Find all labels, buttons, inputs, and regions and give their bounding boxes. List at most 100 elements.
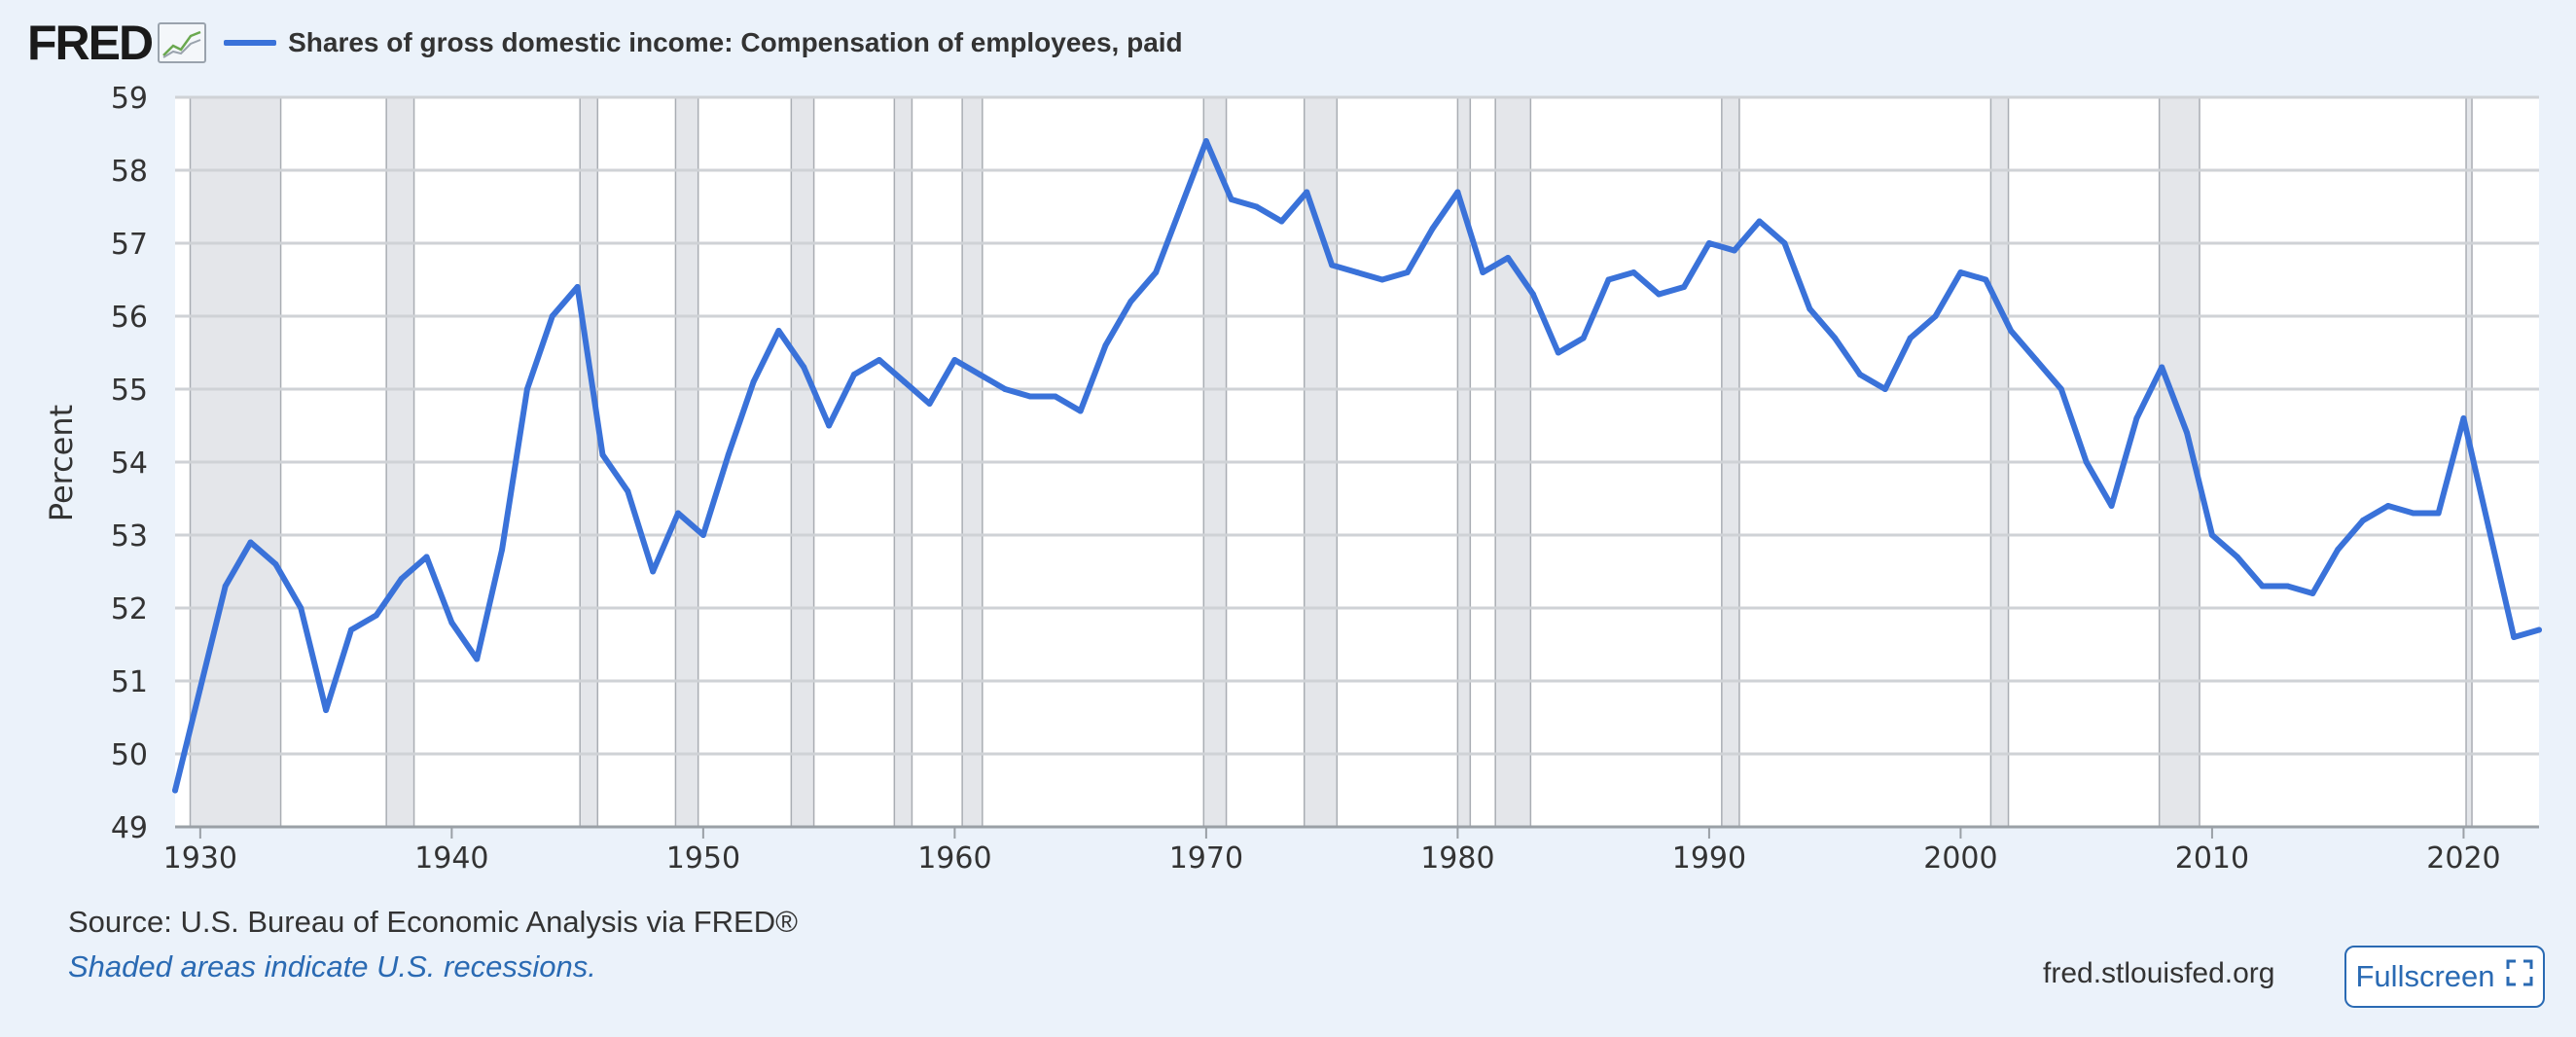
site-url[interactable]: fred.stlouisfed.org <box>2043 957 2275 989</box>
data-point[interactable] <box>197 685 203 692</box>
data-point[interactable] <box>2032 357 2039 363</box>
data-point[interactable] <box>1705 240 1712 246</box>
data-point[interactable] <box>1127 299 1134 304</box>
data-point[interactable] <box>1832 335 1839 341</box>
data-point[interactable] <box>725 451 732 458</box>
fred-logo[interactable]: FRED <box>27 16 154 70</box>
data-point[interactable] <box>1807 305 1813 312</box>
data-point[interactable] <box>1304 189 1310 196</box>
data-point[interactable] <box>1907 335 1914 341</box>
data-point[interactable] <box>2108 503 2115 509</box>
data-point[interactable] <box>901 378 908 385</box>
data-point[interactable] <box>474 656 481 662</box>
data-point[interactable] <box>2360 518 2367 523</box>
data-point[interactable] <box>1429 226 1436 232</box>
data-point[interactable] <box>1505 255 1512 261</box>
data-point[interactable] <box>1329 262 1336 268</box>
data-point[interactable] <box>1202 138 1209 144</box>
data-point[interactable] <box>247 539 254 546</box>
data-point[interactable] <box>2259 583 2266 590</box>
data-point[interactable] <box>977 372 984 377</box>
data-point[interactable] <box>1857 372 1864 377</box>
data-point[interactable] <box>1731 247 1737 254</box>
data-point[interactable] <box>423 554 430 560</box>
data-point[interactable] <box>850 372 857 377</box>
data-point[interactable] <box>298 605 304 611</box>
data-point[interactable] <box>1529 291 1536 298</box>
data-point[interactable] <box>1354 269 1360 275</box>
data-point[interactable] <box>549 313 555 319</box>
data-point[interactable] <box>801 364 807 371</box>
data-point[interactable] <box>347 626 354 633</box>
data-point[interactable] <box>675 510 682 517</box>
data-point[interactable] <box>1077 408 1084 414</box>
data-point[interactable] <box>1454 189 1461 196</box>
data-point[interactable] <box>1983 276 1989 283</box>
data-point[interactable] <box>2435 510 2442 517</box>
data-point[interactable] <box>448 620 455 626</box>
data-point[interactable] <box>1781 240 1788 246</box>
fullscreen-button[interactable]: Fullscreen <box>2344 946 2545 1008</box>
data-point[interactable] <box>1580 335 1587 341</box>
data-point[interactable] <box>172 787 178 794</box>
data-point[interactable] <box>222 583 229 590</box>
data-point[interactable] <box>1881 386 1888 392</box>
data-point[interactable] <box>523 386 530 392</box>
data-point[interactable] <box>574 284 581 290</box>
data-point[interactable] <box>2536 626 2542 633</box>
data-point[interactable] <box>1228 197 1234 202</box>
data-point[interactable] <box>625 488 631 494</box>
data-point[interactable] <box>2083 459 2090 465</box>
data-point[interactable] <box>876 357 882 363</box>
data-point[interactable] <box>1278 218 1285 225</box>
data-point[interactable] <box>1756 218 1763 225</box>
data-point[interactable] <box>1681 284 1688 290</box>
data-point[interactable] <box>1026 393 1033 400</box>
data-point[interactable] <box>1932 313 1939 319</box>
data-point[interactable] <box>2460 415 2467 421</box>
data-point[interactable] <box>775 328 782 334</box>
data-point[interactable] <box>926 401 933 407</box>
data-point[interactable] <box>2511 634 2518 640</box>
data-point[interactable] <box>1404 269 1411 275</box>
data-point[interactable] <box>1378 276 1385 283</box>
data-point[interactable] <box>1153 269 1160 275</box>
series-title[interactable]: Shares of gross domestic income: Compens… <box>288 27 1183 57</box>
data-point[interactable] <box>2284 583 2291 590</box>
data-point[interactable] <box>272 561 279 567</box>
data-point[interactable] <box>2234 554 2240 560</box>
data-point[interactable] <box>1102 342 1109 348</box>
data-point[interactable] <box>1253 203 1260 210</box>
data-point[interactable] <box>1656 291 1663 298</box>
data-point[interactable] <box>699 532 706 538</box>
data-point[interactable] <box>599 451 606 458</box>
data-point[interactable] <box>2410 510 2416 517</box>
data-point[interactable] <box>2208 532 2215 538</box>
data-point[interactable] <box>1178 203 1185 210</box>
data-point[interactable] <box>2184 430 2191 436</box>
data-point[interactable] <box>398 576 405 582</box>
data-point[interactable] <box>2159 364 2165 371</box>
data-point[interactable] <box>1555 349 1561 356</box>
data-point[interactable] <box>2133 415 2140 421</box>
data-point[interactable] <box>1002 386 1009 392</box>
data-point[interactable] <box>1052 393 1058 400</box>
data-point[interactable] <box>2384 503 2391 509</box>
data-point[interactable] <box>650 568 657 575</box>
data-point[interactable] <box>499 547 506 553</box>
data-point[interactable] <box>2486 524 2492 531</box>
data-point[interactable] <box>2057 386 2064 392</box>
data-point[interactable] <box>1957 269 1964 275</box>
series-layer[interactable] <box>172 138 2542 794</box>
data-point[interactable] <box>750 378 757 385</box>
data-point[interactable] <box>826 422 833 429</box>
data-point[interactable] <box>1480 269 1486 275</box>
data-point[interactable] <box>373 612 379 619</box>
data-point[interactable] <box>2309 590 2316 596</box>
data-point[interactable] <box>2008 328 2015 334</box>
data-point[interactable] <box>323 707 330 713</box>
data-point[interactable] <box>1605 276 1612 283</box>
data-point[interactable] <box>2335 547 2342 553</box>
data-point[interactable] <box>1630 269 1637 275</box>
